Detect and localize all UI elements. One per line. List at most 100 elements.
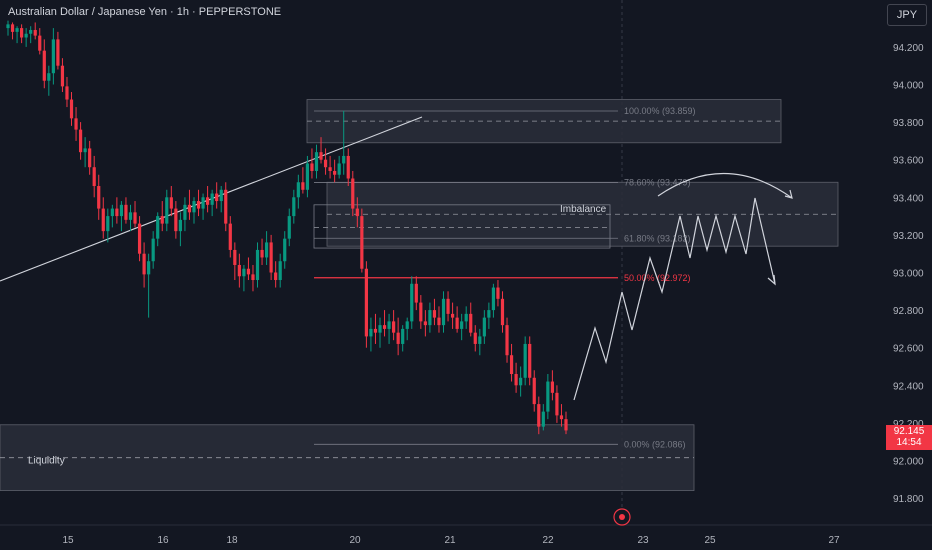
candle-body (333, 170, 337, 175)
candle-body (51, 39, 55, 74)
candle-body (10, 24, 15, 32)
x-tick-label: 25 (704, 535, 716, 546)
candle-body (500, 298, 505, 326)
candle-body (319, 152, 323, 160)
candle-body (523, 343, 527, 378)
x-tick-label: 22 (542, 535, 554, 546)
candle-body (469, 313, 473, 333)
x-tick-label: 21 (444, 535, 456, 546)
y-tick-label: 92.600 (893, 344, 924, 355)
candle-body (24, 33, 28, 38)
candle-body (219, 189, 223, 202)
candle-body (206, 197, 210, 205)
candle-body (224, 189, 228, 224)
candle-body (414, 283, 418, 303)
candle-body (559, 415, 564, 420)
candle-body (519, 377, 523, 386)
candle-body (174, 208, 178, 232)
candle-body (419, 302, 423, 322)
candle-body (423, 321, 427, 326)
liquidity-label: Liquidity (28, 456, 65, 467)
y-tick-label: 92.200 (893, 419, 924, 430)
candle-body (410, 283, 414, 322)
candle-body (546, 381, 550, 412)
candle-body (169, 197, 173, 209)
candle-body (92, 167, 96, 187)
candle-body (97, 186, 101, 209)
candle-body (482, 317, 486, 337)
candle-body (355, 208, 359, 217)
candle-body (292, 197, 296, 217)
candle-body (296, 182, 300, 198)
y-tick-label: 93.800 (893, 118, 924, 129)
candle-body (455, 317, 459, 329)
candle-body (323, 159, 328, 168)
candle-body (88, 148, 92, 168)
bar-countdown: 14:54 (896, 437, 922, 448)
last-price-value: 92.145 (893, 426, 925, 437)
candle-body (237, 264, 241, 277)
candle-body (165, 197, 169, 224)
x-tick-label: 20 (349, 535, 361, 546)
candle-body (246, 268, 251, 275)
candle-body (215, 193, 219, 202)
candle-body (160, 216, 164, 224)
candle-body (147, 261, 151, 275)
candle-body (328, 167, 332, 171)
candle-body (228, 223, 232, 250)
event-icon[interactable] (613, 508, 631, 526)
candle-body (6, 24, 10, 29)
candle-body (29, 29, 33, 34)
candle-body (15, 28, 19, 32)
candle-body (396, 332, 400, 344)
candle-body (564, 419, 568, 431)
candle-body (310, 163, 314, 171)
candle-body (314, 152, 319, 171)
x-tick-label: 15 (62, 535, 74, 546)
candle-body (487, 310, 491, 318)
imbalance-label: Imbalance (560, 204, 607, 215)
candle-body (274, 272, 278, 281)
y-tick-label: 92.800 (893, 306, 924, 317)
candle-body (432, 310, 437, 318)
fib-level-label-1: 78.60% (93.479) (624, 177, 691, 187)
candle-body (446, 298, 450, 314)
candle-body (478, 336, 482, 344)
candle-body (287, 216, 291, 239)
candle-body (101, 208, 105, 232)
candle-body (364, 268, 368, 337)
candle-body (106, 216, 110, 232)
candle-body (496, 287, 500, 299)
fib-level-label-2: 61.80% (93.182) (624, 233, 691, 243)
candle-body (119, 204, 124, 217)
last-price-tag: 92.145 14:54 (886, 425, 932, 450)
candle-body (305, 163, 310, 190)
candle-body (351, 178, 355, 209)
fib-level-label-4: 0.00% (92.086) (624, 439, 686, 449)
candle-body (301, 182, 305, 190)
candle-body (264, 242, 269, 258)
candle-body (541, 411, 545, 427)
candle-body (514, 374, 518, 386)
candle-body (464, 313, 468, 322)
candle-body (178, 219, 182, 232)
y-tick-label: 93.600 (893, 156, 924, 167)
candle-body (342, 155, 346, 164)
candle-body (473, 332, 477, 344)
candle-body (20, 28, 24, 38)
candle-body (142, 253, 146, 275)
candle-body (269, 242, 273, 273)
y-tick-label: 94.000 (893, 81, 924, 92)
candle-body (491, 287, 496, 311)
candle-body (74, 118, 78, 130)
candle-body (260, 249, 264, 258)
candle-body (137, 223, 142, 254)
candle-body (505, 325, 509, 356)
currency-button[interactable]: JPY (887, 4, 927, 26)
candle-body (78, 129, 83, 153)
y-tick-label: 91.800 (893, 494, 924, 505)
candle-body (151, 238, 155, 262)
candle-body (56, 39, 60, 66)
y-tick-label: 92.400 (893, 381, 924, 392)
